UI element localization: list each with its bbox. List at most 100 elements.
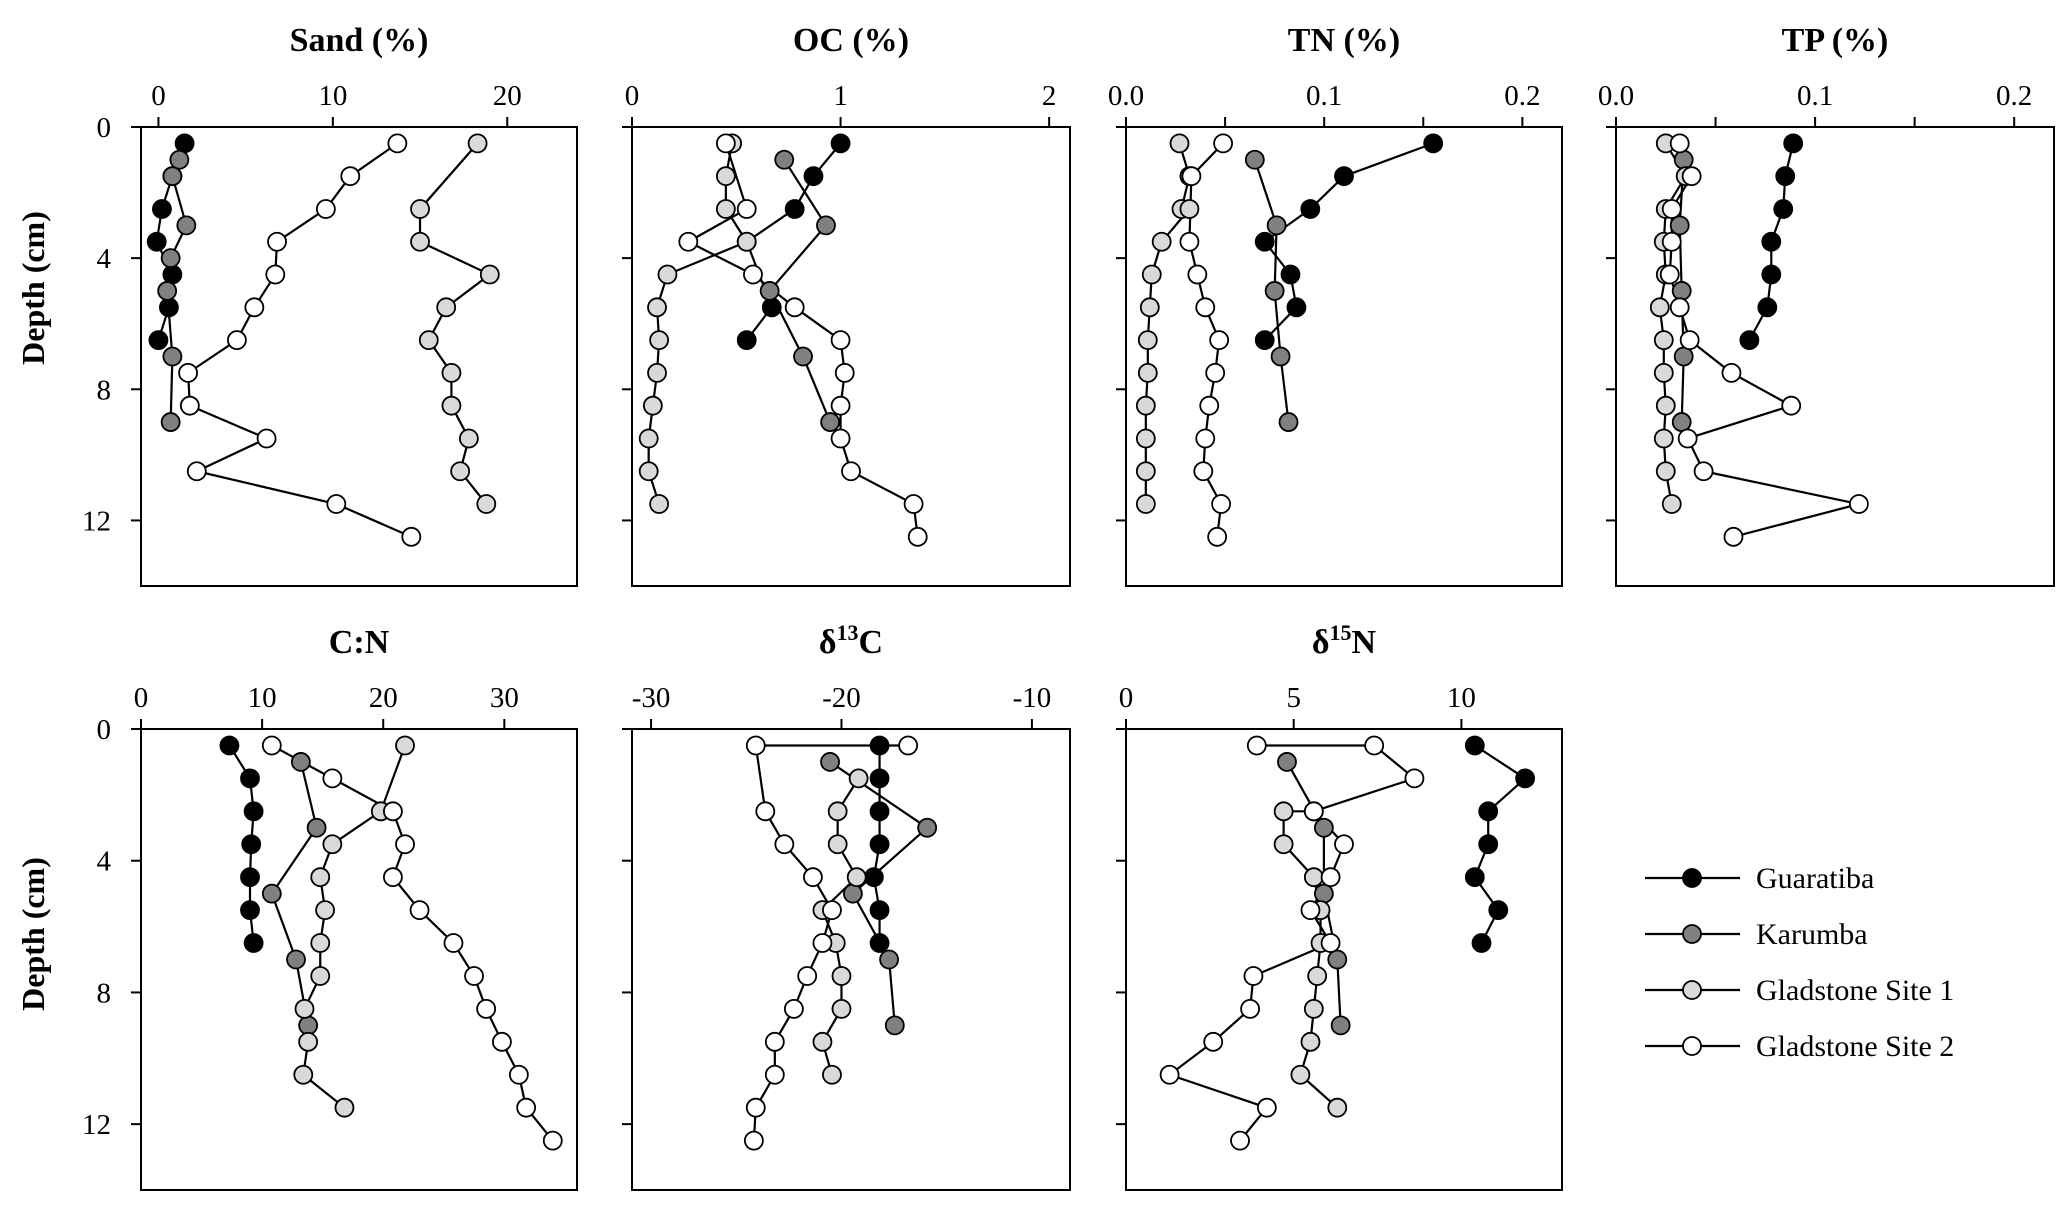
data-point-guaratiba bbox=[869, 900, 890, 921]
data-point-gladstone-site-1 bbox=[1307, 966, 1328, 986]
data-point-gladstone-site-2 bbox=[1661, 199, 1682, 219]
data-point-guaratiba bbox=[784, 199, 805, 219]
data-point-karumba bbox=[157, 281, 178, 301]
data-point-gladstone-site-1 bbox=[827, 801, 848, 822]
legend-marker bbox=[1682, 924, 1702, 944]
data-point-guaratiba bbox=[1773, 199, 1794, 219]
data-point-guaratiba bbox=[1254, 330, 1275, 351]
data-point-gladstone-site-1 bbox=[638, 461, 659, 482]
x-tick-label: 0.1 bbox=[1797, 80, 1833, 112]
data-point-karumba bbox=[176, 215, 197, 236]
data-point-karumba bbox=[1264, 281, 1285, 301]
data-point-gladstone-site-2 bbox=[227, 330, 247, 351]
data-point-karumba bbox=[286, 949, 306, 970]
legend-marker bbox=[1682, 1036, 1702, 1056]
data-point-gladstone-site-1 bbox=[294, 998, 315, 1019]
data-point-karumba bbox=[298, 1015, 319, 1036]
data-point-gladstone-site-2 bbox=[745, 1097, 766, 1118]
data-point-gladstone-site-2 bbox=[1195, 428, 1216, 449]
data-point-gladstone-site-2 bbox=[1187, 264, 1208, 285]
data-point-gladstone-site-2 bbox=[812, 933, 833, 953]
legend: Guaratiba Karumba Gladstone Site 1 Gladston… bbox=[1645, 862, 1954, 1063]
x-tick-label: 10 bbox=[248, 682, 277, 714]
data-point-guaratiba bbox=[869, 801, 890, 822]
data-point-guaratiba bbox=[1761, 231, 1782, 252]
x-tick-label: 0 bbox=[134, 682, 149, 714]
legend-entry-karumba: Karumba bbox=[1645, 918, 1868, 951]
data-point-guaratiba bbox=[1334, 166, 1354, 187]
data-point-guaratiba bbox=[736, 330, 757, 351]
data-point-gladstone-site-1 bbox=[310, 933, 331, 953]
data-point-karumba bbox=[160, 248, 181, 269]
x-tick-label: -30 bbox=[632, 682, 671, 714]
data-point-gladstone-site-1 bbox=[1655, 395, 1676, 416]
data-point-gladstone-site-2 bbox=[1159, 1064, 1180, 1085]
data-point-guaratiba bbox=[869, 768, 890, 789]
legend-marker bbox=[1682, 868, 1702, 888]
data-point-guaratiba bbox=[146, 231, 167, 252]
data-point-gladstone-site-2 bbox=[1240, 998, 1260, 1019]
panel-frame bbox=[631, 126, 1071, 587]
data-point-karumba bbox=[884, 1015, 905, 1036]
panel-cn: C:N 0 10 20 30 0 4 8 12 bbox=[82, 624, 578, 1191]
y-tick-label: 8 bbox=[97, 977, 112, 1009]
data-point-gladstone-site-2 bbox=[1659, 264, 1680, 285]
data-point-gladstone-site-1 bbox=[1273, 801, 1294, 822]
y-tick-label: 8 bbox=[97, 374, 112, 406]
series-line-gladstone-site-1 bbox=[647, 143, 749, 505]
data-point-karumba bbox=[917, 817, 938, 838]
data-point-gladstone-site-2 bbox=[1848, 494, 1869, 514]
data-point-gladstone-site-2 bbox=[715, 133, 736, 154]
panel-frame bbox=[140, 126, 578, 587]
data-point-gladstone-site-1 bbox=[1653, 428, 1674, 449]
panel-frame bbox=[1125, 126, 1563, 587]
data-point-guaratiba bbox=[148, 330, 169, 351]
x-tick-label: 0 bbox=[625, 80, 640, 112]
data-point-gladstone-site-2 bbox=[1195, 297, 1216, 318]
x-tick-label: -10 bbox=[1013, 682, 1052, 714]
data-point-guaratiba bbox=[1478, 834, 1499, 855]
data-point-gladstone-site-2 bbox=[401, 526, 422, 547]
data-point-gladstone-site-2 bbox=[755, 801, 776, 822]
panel-frame bbox=[1615, 126, 2055, 587]
data-point-gladstone-site-1 bbox=[642, 395, 663, 416]
data-point-karumba bbox=[879, 949, 899, 970]
x-tick-label: 1 bbox=[833, 80, 848, 112]
data-point-gladstone-site-1 bbox=[1135, 461, 1156, 482]
data-point-guaratiba bbox=[152, 199, 172, 219]
data-point-guaratiba bbox=[241, 834, 262, 855]
data-point-gladstone-site-1 bbox=[715, 199, 736, 219]
data-point-guaratiba bbox=[1515, 768, 1536, 789]
data-point-gladstone-site-2 bbox=[542, 1130, 563, 1151]
data-point-gladstone-site-2 bbox=[256, 428, 277, 449]
data-point-gladstone-site-2 bbox=[834, 362, 855, 383]
data-point-gladstone-site-1 bbox=[831, 966, 852, 986]
data-point-gladstone-site-1 bbox=[647, 297, 667, 318]
data-point-gladstone-site-1 bbox=[1135, 494, 1156, 514]
data-point-gladstone-site-2 bbox=[464, 966, 484, 986]
data-point-gladstone-site-2 bbox=[1364, 735, 1385, 756]
data-point-gladstone-site-2 bbox=[1203, 1031, 1224, 1052]
data-point-gladstone-site-2 bbox=[1256, 1097, 1277, 1118]
data-point-gladstone-site-1 bbox=[322, 834, 343, 855]
data-point-gladstone-site-2 bbox=[1320, 933, 1341, 953]
data-point-karumba bbox=[774, 149, 795, 170]
data-point-guaratiba bbox=[240, 768, 260, 789]
data-point-gladstone-site-2 bbox=[1209, 330, 1230, 351]
legend-marker bbox=[1682, 980, 1702, 1000]
data-point-gladstone-site-1 bbox=[441, 362, 462, 383]
x-tick-label: 0.0 bbox=[1598, 80, 1634, 112]
data-point-gladstone-site-1 bbox=[812, 1031, 833, 1052]
data-point-gladstone-site-1 bbox=[450, 461, 471, 482]
x-tick-label: 0.2 bbox=[1996, 80, 2032, 112]
data-point-gladstone-site-1 bbox=[1139, 297, 1160, 318]
data-point-gladstone-site-2 bbox=[340, 166, 361, 187]
panel-title: TN (%) bbox=[1288, 22, 1400, 59]
data-point-gladstone-site-2 bbox=[1334, 834, 1354, 855]
data-point-gladstone-site-1 bbox=[1141, 264, 1162, 285]
data-point-gladstone-site-1 bbox=[1137, 362, 1158, 383]
data-point-gladstone-site-2 bbox=[830, 428, 851, 449]
data-point-guaratiba bbox=[1464, 867, 1485, 888]
data-point-karumba bbox=[162, 346, 183, 367]
data-point-gladstone-site-1 bbox=[418, 330, 439, 351]
